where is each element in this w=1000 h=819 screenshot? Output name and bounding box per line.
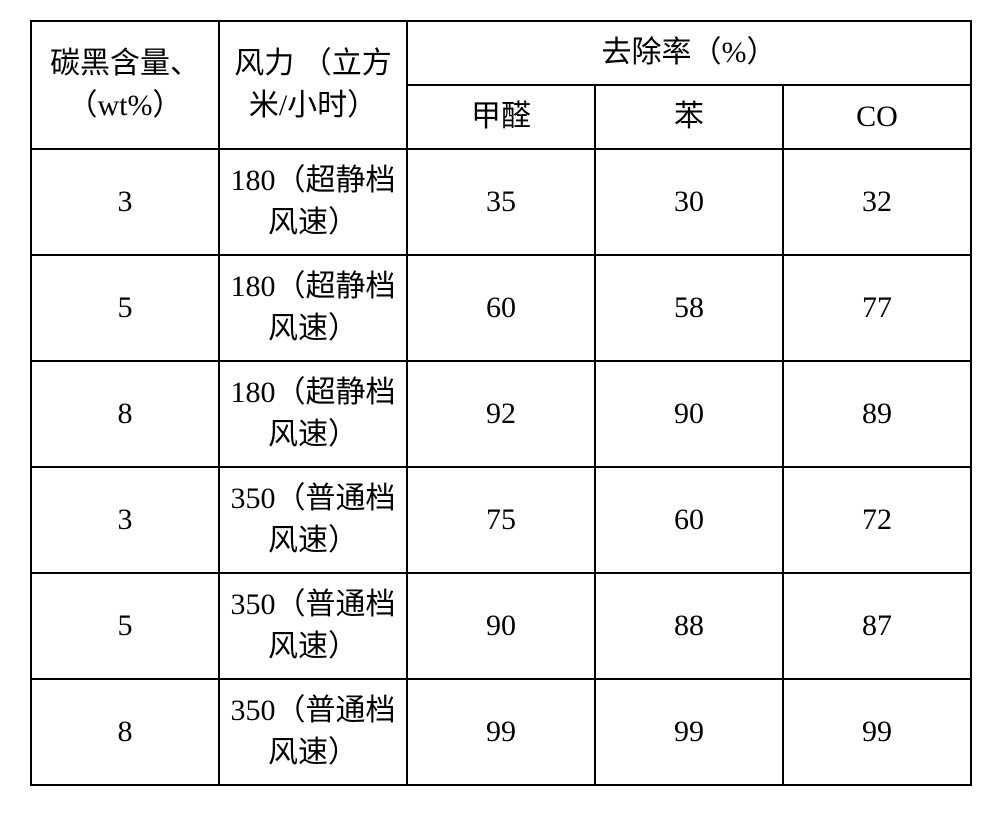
table-row: 8 350（普通档风速） 99 99 99 <box>31 679 971 785</box>
table-body: 3 180（超静档风速） 35 30 32 5 180（超静档风速） 60 58… <box>31 149 971 785</box>
cell-benzene: 30 <box>595 149 783 255</box>
cell-benzene: 88 <box>595 573 783 679</box>
cell-benzene: 58 <box>595 255 783 361</box>
header-carbon-black-content: 碳黑含量、（wt%） <box>31 21 219 149</box>
cell-wind: 350（普通档风速） <box>219 679 407 785</box>
data-table: 碳黑含量、（wt%） 风力 （立方米/小时） 去除率（%） 甲醛 苯 CO 3 … <box>30 20 972 786</box>
header-row-1: 碳黑含量、（wt%） 风力 （立方米/小时） 去除率（%） <box>31 21 971 85</box>
cell-carbon: 8 <box>31 679 219 785</box>
table-row: 8 180（超静档风速） 92 90 89 <box>31 361 971 467</box>
header-formaldehyde: 甲醛 <box>407 85 595 149</box>
header-wind-power: 风力 （立方米/小时） <box>219 21 407 149</box>
cell-benzene: 99 <box>595 679 783 785</box>
cell-wind: 180（超静档风速） <box>219 149 407 255</box>
cell-carbon: 5 <box>31 573 219 679</box>
cell-carbon: 3 <box>31 149 219 255</box>
header-co: CO <box>783 85 971 149</box>
cell-carbon: 5 <box>31 255 219 361</box>
cell-co: 72 <box>783 467 971 573</box>
cell-formaldehyde: 92 <box>407 361 595 467</box>
cell-co: 89 <box>783 361 971 467</box>
cell-formaldehyde: 75 <box>407 467 595 573</box>
table-row: 5 180（超静档风速） 60 58 77 <box>31 255 971 361</box>
cell-carbon: 3 <box>31 467 219 573</box>
cell-benzene: 60 <box>595 467 783 573</box>
cell-carbon: 8 <box>31 361 219 467</box>
cell-formaldehyde: 99 <box>407 679 595 785</box>
cell-co: 32 <box>783 149 971 255</box>
cell-wind: 180（超静档风速） <box>219 255 407 361</box>
cell-wind: 180（超静档风速） <box>219 361 407 467</box>
cell-wind: 350（普通档风速） <box>219 573 407 679</box>
header-benzene: 苯 <box>595 85 783 149</box>
cell-formaldehyde: 35 <box>407 149 595 255</box>
cell-co: 99 <box>783 679 971 785</box>
cell-wind: 350（普通档风速） <box>219 467 407 573</box>
cell-formaldehyde: 60 <box>407 255 595 361</box>
header-removal-rate-group: 去除率（%） <box>407 21 971 85</box>
cell-benzene: 90 <box>595 361 783 467</box>
cell-formaldehyde: 90 <box>407 573 595 679</box>
table-row: 3 180（超静档风速） 35 30 32 <box>31 149 971 255</box>
cell-co: 87 <box>783 573 971 679</box>
table-row: 3 350（普通档风速） 75 60 72 <box>31 467 971 573</box>
table-row: 5 350（普通档风速） 90 88 87 <box>31 573 971 679</box>
cell-co: 77 <box>783 255 971 361</box>
